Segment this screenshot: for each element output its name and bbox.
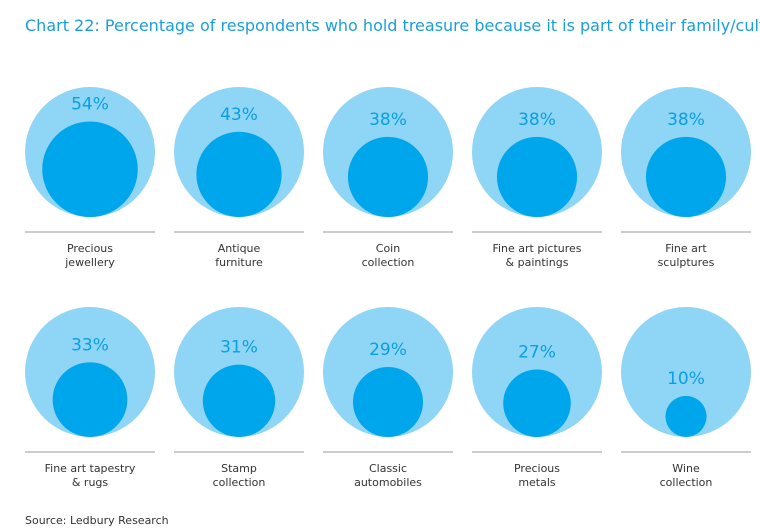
value-label: 54% (71, 94, 109, 114)
category-label: Fine art pictures & paintings (492, 242, 582, 269)
category-label: Classic automobiles (354, 462, 422, 489)
inner-circle (503, 369, 571, 437)
category-label: Fine art sculptures (657, 242, 715, 269)
inner-circle (196, 131, 282, 217)
inner-circle (665, 395, 707, 437)
value-label: 43% (220, 105, 258, 125)
value-label: 10% (667, 369, 705, 389)
category-label: Antique furniture (215, 242, 263, 269)
inner-circle (347, 136, 429, 217)
category-label: Wine collection (659, 462, 713, 489)
category-label: Fine art tapestry & rugs (44, 462, 136, 489)
value-label: 31% (220, 338, 258, 358)
value-label: 38% (518, 110, 556, 130)
source: Source: Ledbury Research (25, 514, 169, 527)
value-label: 38% (369, 110, 407, 130)
inner-circle (496, 136, 578, 217)
value-label: 38% (667, 110, 705, 130)
category-label: Coin collection (361, 242, 415, 269)
inner-circle (42, 121, 138, 217)
inner-circle (52, 362, 128, 437)
inner-circle (352, 366, 424, 437)
category-label: Stamp collection (212, 462, 266, 489)
value-label: 29% (369, 340, 407, 360)
category-label: Precious jewellery (65, 242, 115, 269)
value-label: 27% (518, 342, 556, 362)
inner-circle (202, 364, 276, 437)
category-label: Precious metals (513, 462, 561, 489)
outer-circle (621, 307, 751, 437)
value-label: 33% (71, 335, 109, 355)
inner-circle (645, 136, 727, 217)
chart-title: Chart 22: Percentage of respondents who … (25, 16, 760, 35)
